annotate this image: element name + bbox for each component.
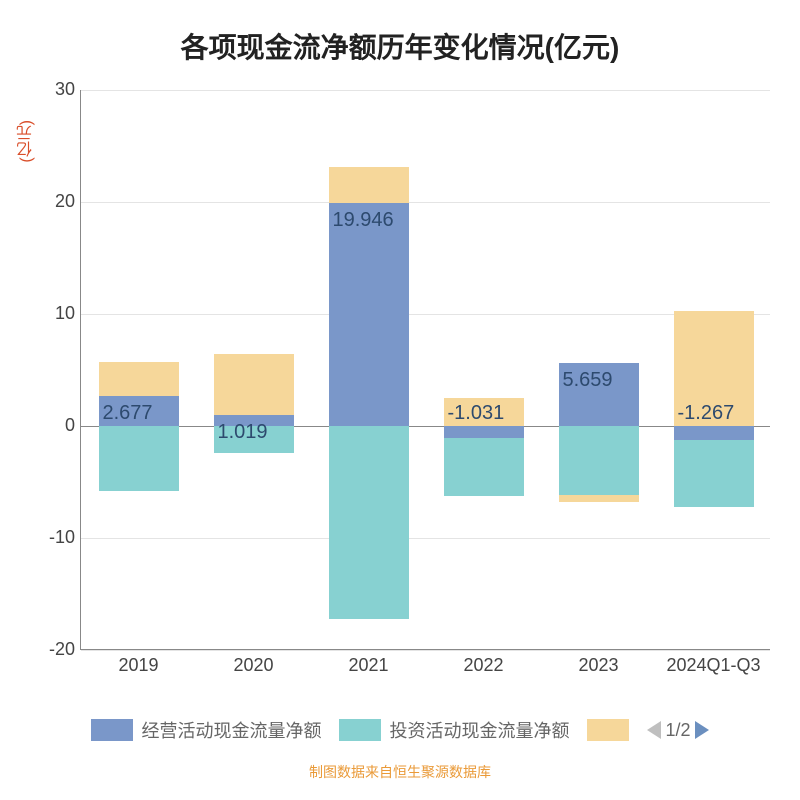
y-tick-label: -20 xyxy=(39,639,75,660)
x-tick-label: 2020 xyxy=(194,655,314,676)
bar-operating xyxy=(674,426,754,440)
gridline xyxy=(81,90,770,91)
y-tick-label: 30 xyxy=(39,79,75,100)
bar-value-label: 5.659 xyxy=(563,369,613,392)
pager-text: 1/2 xyxy=(665,720,690,741)
chart-title: 各项现金流净额历年变化情况(亿元) xyxy=(0,0,800,66)
bar-investing xyxy=(329,426,409,619)
legend-item: 经营活动现金流量净额 xyxy=(91,717,321,743)
bar-investing xyxy=(99,426,179,491)
gridline xyxy=(81,314,770,315)
legend-item xyxy=(587,719,629,741)
bar-value-label: -1.267 xyxy=(678,402,735,425)
legend-swatch xyxy=(339,719,381,741)
bar-investing xyxy=(674,440,754,507)
plot-area: -20-10010203020192.67720201.019202119.94… xyxy=(80,90,770,650)
legend-label: 投资活动现金流量净额 xyxy=(389,717,569,743)
legend-pager[interactable]: 1/2 xyxy=(647,720,708,741)
bar-investing xyxy=(444,438,524,496)
y-tick-label: -10 xyxy=(39,527,75,548)
legend-swatch xyxy=(91,719,133,741)
credit-text: 制图数据来自恒生聚源数据库 xyxy=(0,762,800,782)
gridline xyxy=(81,202,770,203)
x-tick-label: 2024Q1-Q3 xyxy=(654,655,774,676)
bar-operating xyxy=(329,203,409,426)
legend-label: 经营活动现金流量净额 xyxy=(141,717,321,743)
bar-value-label: -1.031 xyxy=(448,402,505,425)
gridline xyxy=(81,650,770,651)
gridline xyxy=(81,538,770,539)
bar-operating xyxy=(444,426,524,438)
y-axis-label: (亿元) xyxy=(15,120,39,163)
y-tick-label: 0 xyxy=(39,415,75,436)
legend-item: 投资活动现金流量净额 xyxy=(339,717,569,743)
x-tick-label: 2022 xyxy=(424,655,544,676)
x-tick-label: 2021 xyxy=(309,655,429,676)
chevron-right-icon[interactable] xyxy=(695,721,709,739)
bar-value-label: 1.019 xyxy=(218,421,268,444)
x-tick-label: 2023 xyxy=(539,655,659,676)
x-tick-label: 2019 xyxy=(79,655,199,676)
bar-financing xyxy=(214,354,294,414)
bar-value-label: 19.946 xyxy=(333,209,394,232)
bar-financing xyxy=(99,362,179,396)
y-tick-label: 10 xyxy=(39,303,75,324)
chevron-left-icon[interactable] xyxy=(647,721,661,739)
bar-value-label: 2.677 xyxy=(103,402,153,425)
bar-financing xyxy=(329,167,409,203)
bar-financing xyxy=(559,495,639,502)
bar-investing xyxy=(559,426,639,495)
legend-swatch xyxy=(587,719,629,741)
y-tick-label: 20 xyxy=(39,191,75,212)
legend: 经营活动现金流量净额 投资活动现金流量净额 1/2 xyxy=(0,710,800,750)
